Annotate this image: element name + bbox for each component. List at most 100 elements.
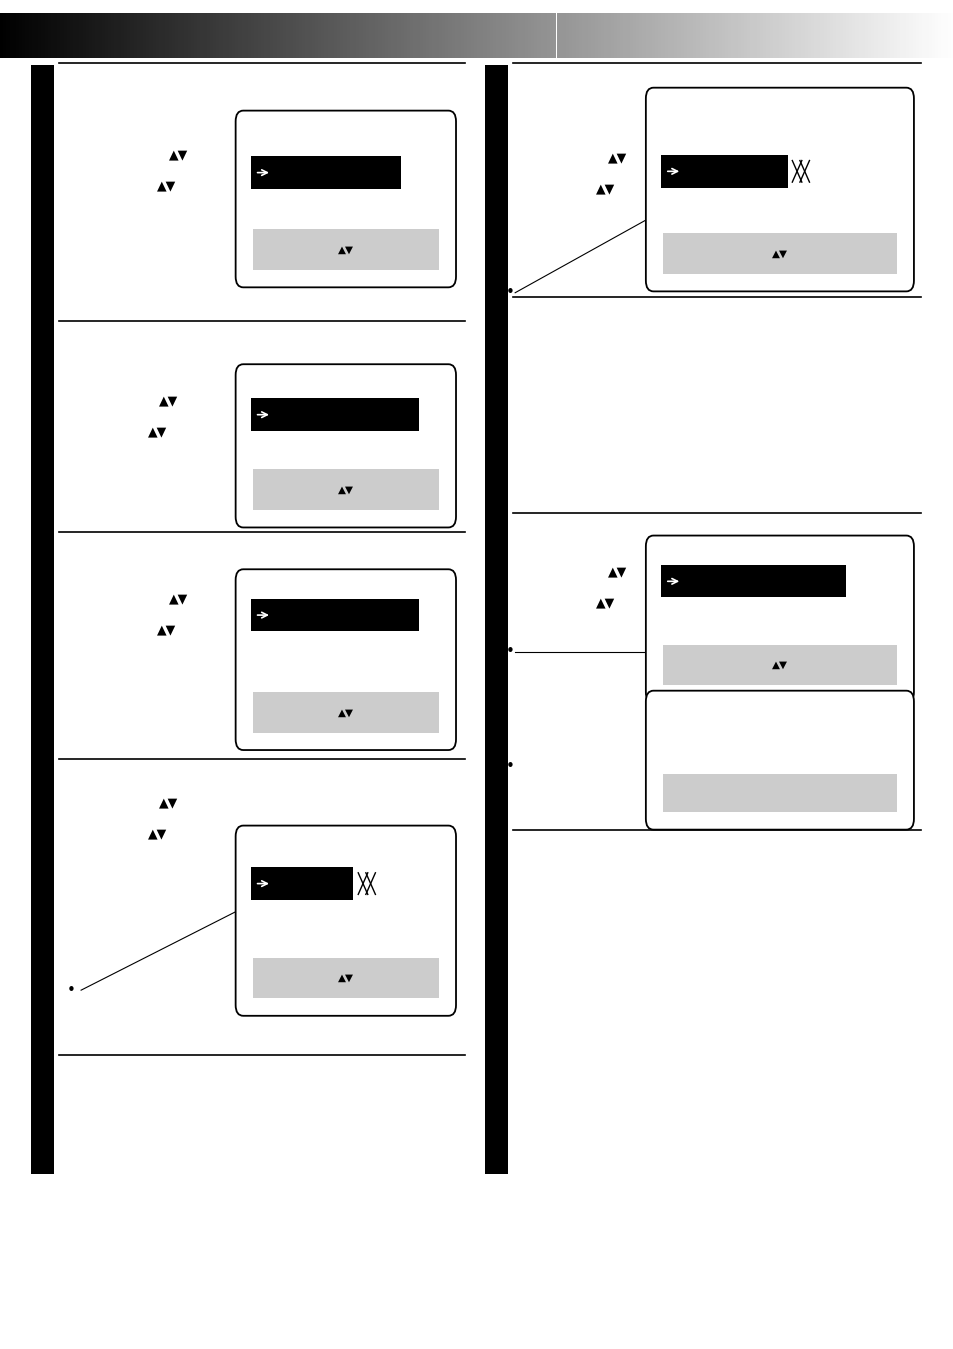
Bar bbox=[460, 13, 464, 58]
Bar bbox=[251, 398, 418, 430]
Bar bbox=[662, 645, 896, 685]
Bar bbox=[629, 13, 632, 58]
Text: •: • bbox=[67, 982, 76, 998]
Bar bbox=[83, 13, 86, 58]
Bar bbox=[603, 13, 607, 58]
Bar bbox=[251, 867, 353, 900]
Text: ▲▼: ▲▼ bbox=[169, 148, 188, 162]
Bar bbox=[89, 13, 92, 58]
Bar bbox=[19, 13, 22, 58]
Bar bbox=[295, 13, 298, 58]
Bar bbox=[133, 13, 136, 58]
Bar bbox=[184, 13, 188, 58]
Bar bbox=[931, 13, 934, 58]
Bar bbox=[626, 13, 629, 58]
Bar bbox=[686, 13, 689, 58]
Bar bbox=[105, 13, 108, 58]
Bar bbox=[572, 13, 575, 58]
Text: ▲▼: ▲▼ bbox=[337, 707, 354, 718]
Bar bbox=[689, 13, 693, 58]
Bar bbox=[45, 13, 48, 58]
Bar bbox=[413, 13, 416, 58]
Bar bbox=[54, 13, 57, 58]
Bar bbox=[788, 13, 791, 58]
Bar bbox=[515, 13, 517, 58]
Bar bbox=[143, 13, 146, 58]
Bar bbox=[331, 13, 334, 58]
Bar bbox=[95, 13, 98, 58]
Bar bbox=[941, 13, 943, 58]
Bar bbox=[197, 13, 200, 58]
Bar bbox=[861, 13, 864, 58]
Bar bbox=[70, 13, 73, 58]
Bar bbox=[826, 13, 829, 58]
Bar bbox=[899, 13, 902, 58]
Bar bbox=[562, 13, 565, 58]
Bar bbox=[584, 13, 588, 58]
Bar bbox=[636, 13, 639, 58]
Bar bbox=[639, 13, 641, 58]
Bar bbox=[245, 13, 248, 58]
Bar bbox=[286, 13, 289, 58]
Bar bbox=[474, 13, 476, 58]
Bar bbox=[229, 13, 232, 58]
Bar bbox=[457, 13, 460, 58]
Bar bbox=[76, 13, 79, 58]
Bar bbox=[918, 13, 922, 58]
Bar bbox=[889, 13, 893, 58]
Bar bbox=[324, 13, 327, 58]
Bar bbox=[756, 13, 760, 58]
Bar bbox=[880, 13, 883, 58]
Bar bbox=[274, 13, 276, 58]
Bar bbox=[660, 155, 787, 188]
Bar bbox=[779, 13, 781, 58]
Bar bbox=[22, 13, 26, 58]
Bar bbox=[502, 13, 505, 58]
Bar bbox=[112, 13, 114, 58]
Bar bbox=[893, 13, 896, 58]
Bar bbox=[877, 13, 880, 58]
Bar bbox=[832, 13, 836, 58]
Bar bbox=[102, 13, 105, 58]
Bar bbox=[746, 13, 750, 58]
Bar bbox=[327, 13, 331, 58]
Bar bbox=[817, 13, 820, 58]
Bar bbox=[362, 13, 365, 58]
Bar bbox=[801, 13, 803, 58]
Bar bbox=[670, 13, 674, 58]
Bar bbox=[38, 13, 41, 58]
Bar bbox=[257, 13, 260, 58]
Bar bbox=[531, 13, 534, 58]
Bar bbox=[546, 13, 550, 58]
Bar bbox=[181, 13, 184, 58]
Bar bbox=[279, 13, 283, 58]
Bar bbox=[718, 13, 721, 58]
Bar bbox=[483, 13, 486, 58]
Bar bbox=[248, 13, 251, 58]
Bar bbox=[35, 13, 38, 58]
Bar bbox=[781, 13, 784, 58]
Bar bbox=[874, 13, 877, 58]
Bar bbox=[289, 13, 293, 58]
Bar bbox=[493, 13, 496, 58]
Text: ▲▼: ▲▼ bbox=[157, 623, 176, 637]
Bar bbox=[200, 13, 203, 58]
Bar bbox=[7, 13, 10, 58]
Bar bbox=[883, 13, 886, 58]
Bar bbox=[794, 13, 798, 58]
Bar bbox=[216, 13, 219, 58]
Bar bbox=[724, 13, 727, 58]
Bar bbox=[496, 13, 498, 58]
Bar bbox=[464, 13, 467, 58]
Bar bbox=[922, 13, 924, 58]
Text: ▲▼: ▲▼ bbox=[596, 182, 615, 196]
Bar bbox=[121, 13, 124, 58]
Bar bbox=[416, 13, 419, 58]
Bar bbox=[721, 13, 724, 58]
Bar bbox=[588, 13, 591, 58]
Bar bbox=[886, 13, 889, 58]
Bar bbox=[660, 565, 844, 598]
Bar bbox=[302, 13, 305, 58]
Bar bbox=[131, 13, 133, 58]
Bar bbox=[527, 13, 531, 58]
